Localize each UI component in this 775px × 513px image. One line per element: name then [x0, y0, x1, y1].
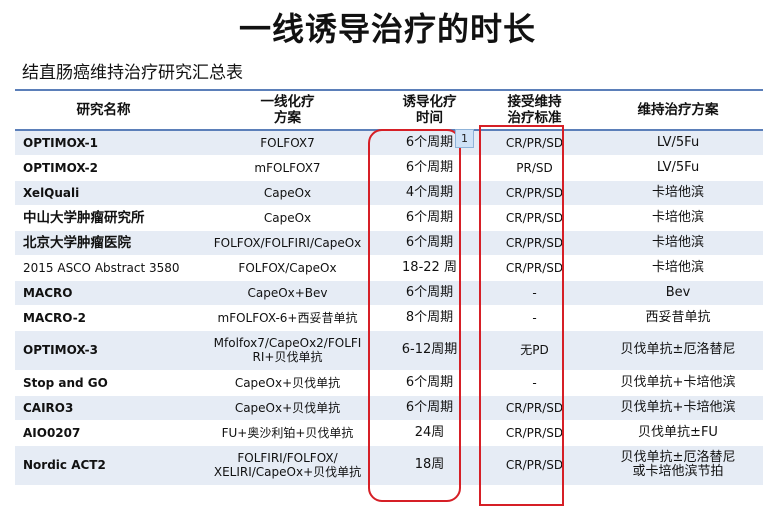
table-row: OPTIMOX-2 mFOLFOX7 6个周期 PR/SD LV/5Fu	[15, 155, 763, 181]
cell-regimen: CapeOx+贝伐单抗	[192, 395, 383, 421]
criteria-highlight-box	[479, 125, 564, 506]
cell-criteria: CR/PR/SD	[476, 205, 593, 231]
cell-study: MACRO	[15, 280, 192, 306]
table-row: AIO0207 FU+奥沙利铂+贝伐单抗 24周 CR/PR/SD 贝伐单抗±F…	[15, 420, 763, 446]
cell-criteria: -	[476, 370, 593, 396]
cell-regimen: CapeOx+贝伐单抗	[192, 370, 383, 396]
header-induction-time: 诱导化疗 时间	[383, 89, 476, 131]
cell-regimen: FOLFOX/FOLFIRI/CapeOx	[192, 230, 383, 256]
cell-criteria: -	[476, 280, 593, 306]
cell-study: OPTIMOX-1	[15, 130, 192, 156]
cell-study: MACRO-2	[15, 305, 192, 331]
cell-maintenance: 卡培他滨	[593, 180, 763, 206]
cell-maintenance: Bev	[593, 280, 763, 306]
cell-regimen: FOLFOX/CapeOx	[192, 255, 383, 281]
table-row: MACRO-2 mFOLFOX-6+西妥昔单抗 8个周期 - 西妥昔单抗	[15, 305, 763, 331]
cell-study: XelQuali	[15, 180, 192, 206]
header-maintenance-criteria: 接受维持 治疗标准	[476, 89, 593, 131]
cell-regimen: FU+奥沙利铂+贝伐单抗	[192, 420, 383, 446]
cell-study: OPTIMOX-2	[15, 155, 192, 181]
cell-criteria: CR/PR/SD	[476, 420, 593, 446]
header-maintenance-regimen: 维持治疗方案	[593, 89, 763, 131]
cell-criteria: CR/PR/SD	[476, 395, 593, 421]
header-study: 研究名称	[15, 89, 192, 131]
cell-maintenance: 卡培他滨	[593, 205, 763, 231]
annotation-number-badge: 1	[455, 129, 474, 148]
cell-study: AIO0207	[15, 420, 192, 446]
cell-criteria: 无PD	[476, 330, 593, 371]
cell-maintenance: 贝伐单抗+卡培他滨	[593, 395, 763, 421]
cell-criteria: CR/PR/SD	[476, 445, 593, 486]
induction-time-highlight-box	[368, 129, 461, 502]
cell-study: OPTIMOX-3	[15, 330, 192, 371]
cell-maintenance: 卡培他滨	[593, 230, 763, 256]
cell-regimen: CapeOx	[192, 180, 383, 206]
cell-study: CAIRO3	[15, 395, 192, 421]
cell-criteria: -	[476, 305, 593, 331]
header-firstline-regimen: 一线化疗 方案	[192, 89, 383, 131]
table-row: MACRO CapeOx+Bev 6个周期 - Bev	[15, 280, 763, 306]
cell-maintenance: 贝伐单抗±FU	[593, 420, 763, 446]
cell-regimen: FOLFIRI/FOLFOX/XELIRI/CapeOx+贝伐单抗	[192, 445, 383, 486]
cell-regimen: mFOLFOX-6+西妥昔单抗	[192, 305, 383, 331]
cell-maintenance: LV/5Fu	[593, 155, 763, 181]
cell-criteria: CR/PR/SD	[476, 255, 593, 281]
cell-study: Nordic ACT2	[15, 445, 192, 486]
cell-criteria: PR/SD	[476, 155, 593, 181]
cell-criteria: CR/PR/SD	[476, 130, 593, 156]
cell-maintenance: 贝伐单抗+卡培他滨	[593, 370, 763, 396]
cell-regimen: mFOLFOX7	[192, 155, 383, 181]
table-header-row: 研究名称 一线化疗 方案 诱导化疗 时间 接受维持 治疗标准 维持治疗方案	[15, 89, 763, 131]
cell-maintenance: 贝伐单抗±厄洛替尼 或卡培他滨节拍	[593, 445, 763, 486]
cell-regimen: Mfolfox7/CapeOx2/FOLFI RI+贝伐单抗	[192, 330, 383, 371]
cell-regimen: CapeOx	[192, 205, 383, 231]
cell-criteria: CR/PR/SD	[476, 230, 593, 256]
cell-study: 北京大学肿瘤医院	[15, 230, 192, 256]
table-row: XelQuali CapeOx 4个周期 CR/PR/SD 卡培他滨	[15, 180, 763, 206]
table-subtitle: 结直肠癌维持治疗研究汇总表	[22, 63, 243, 83]
cell-regimen: CapeOx+Bev	[192, 280, 383, 306]
cell-criteria: CR/PR/SD	[476, 180, 593, 206]
table-row: Stop and GO CapeOx+贝伐单抗 6个周期 - 贝伐单抗+卡培他滨	[15, 370, 763, 396]
slide-title: 一线诱导治疗的时长	[238, 10, 536, 48]
table-row: 中山大学肿瘤研究所 CapeOx 6个周期 CR/PR/SD 卡培他滨	[15, 205, 763, 231]
cell-study: 中山大学肿瘤研究所	[15, 205, 192, 231]
cell-maintenance: LV/5Fu	[593, 130, 763, 156]
cell-maintenance: 卡培他滨	[593, 255, 763, 281]
cell-regimen: FOLFOX7	[192, 130, 383, 156]
cell-study: Stop and GO	[15, 370, 192, 396]
cell-study: 2015 ASCO Abstract 3580	[15, 255, 192, 281]
cell-maintenance: 贝伐单抗±厄洛替尼	[593, 330, 763, 371]
cell-maintenance: 西妥昔单抗	[593, 305, 763, 331]
